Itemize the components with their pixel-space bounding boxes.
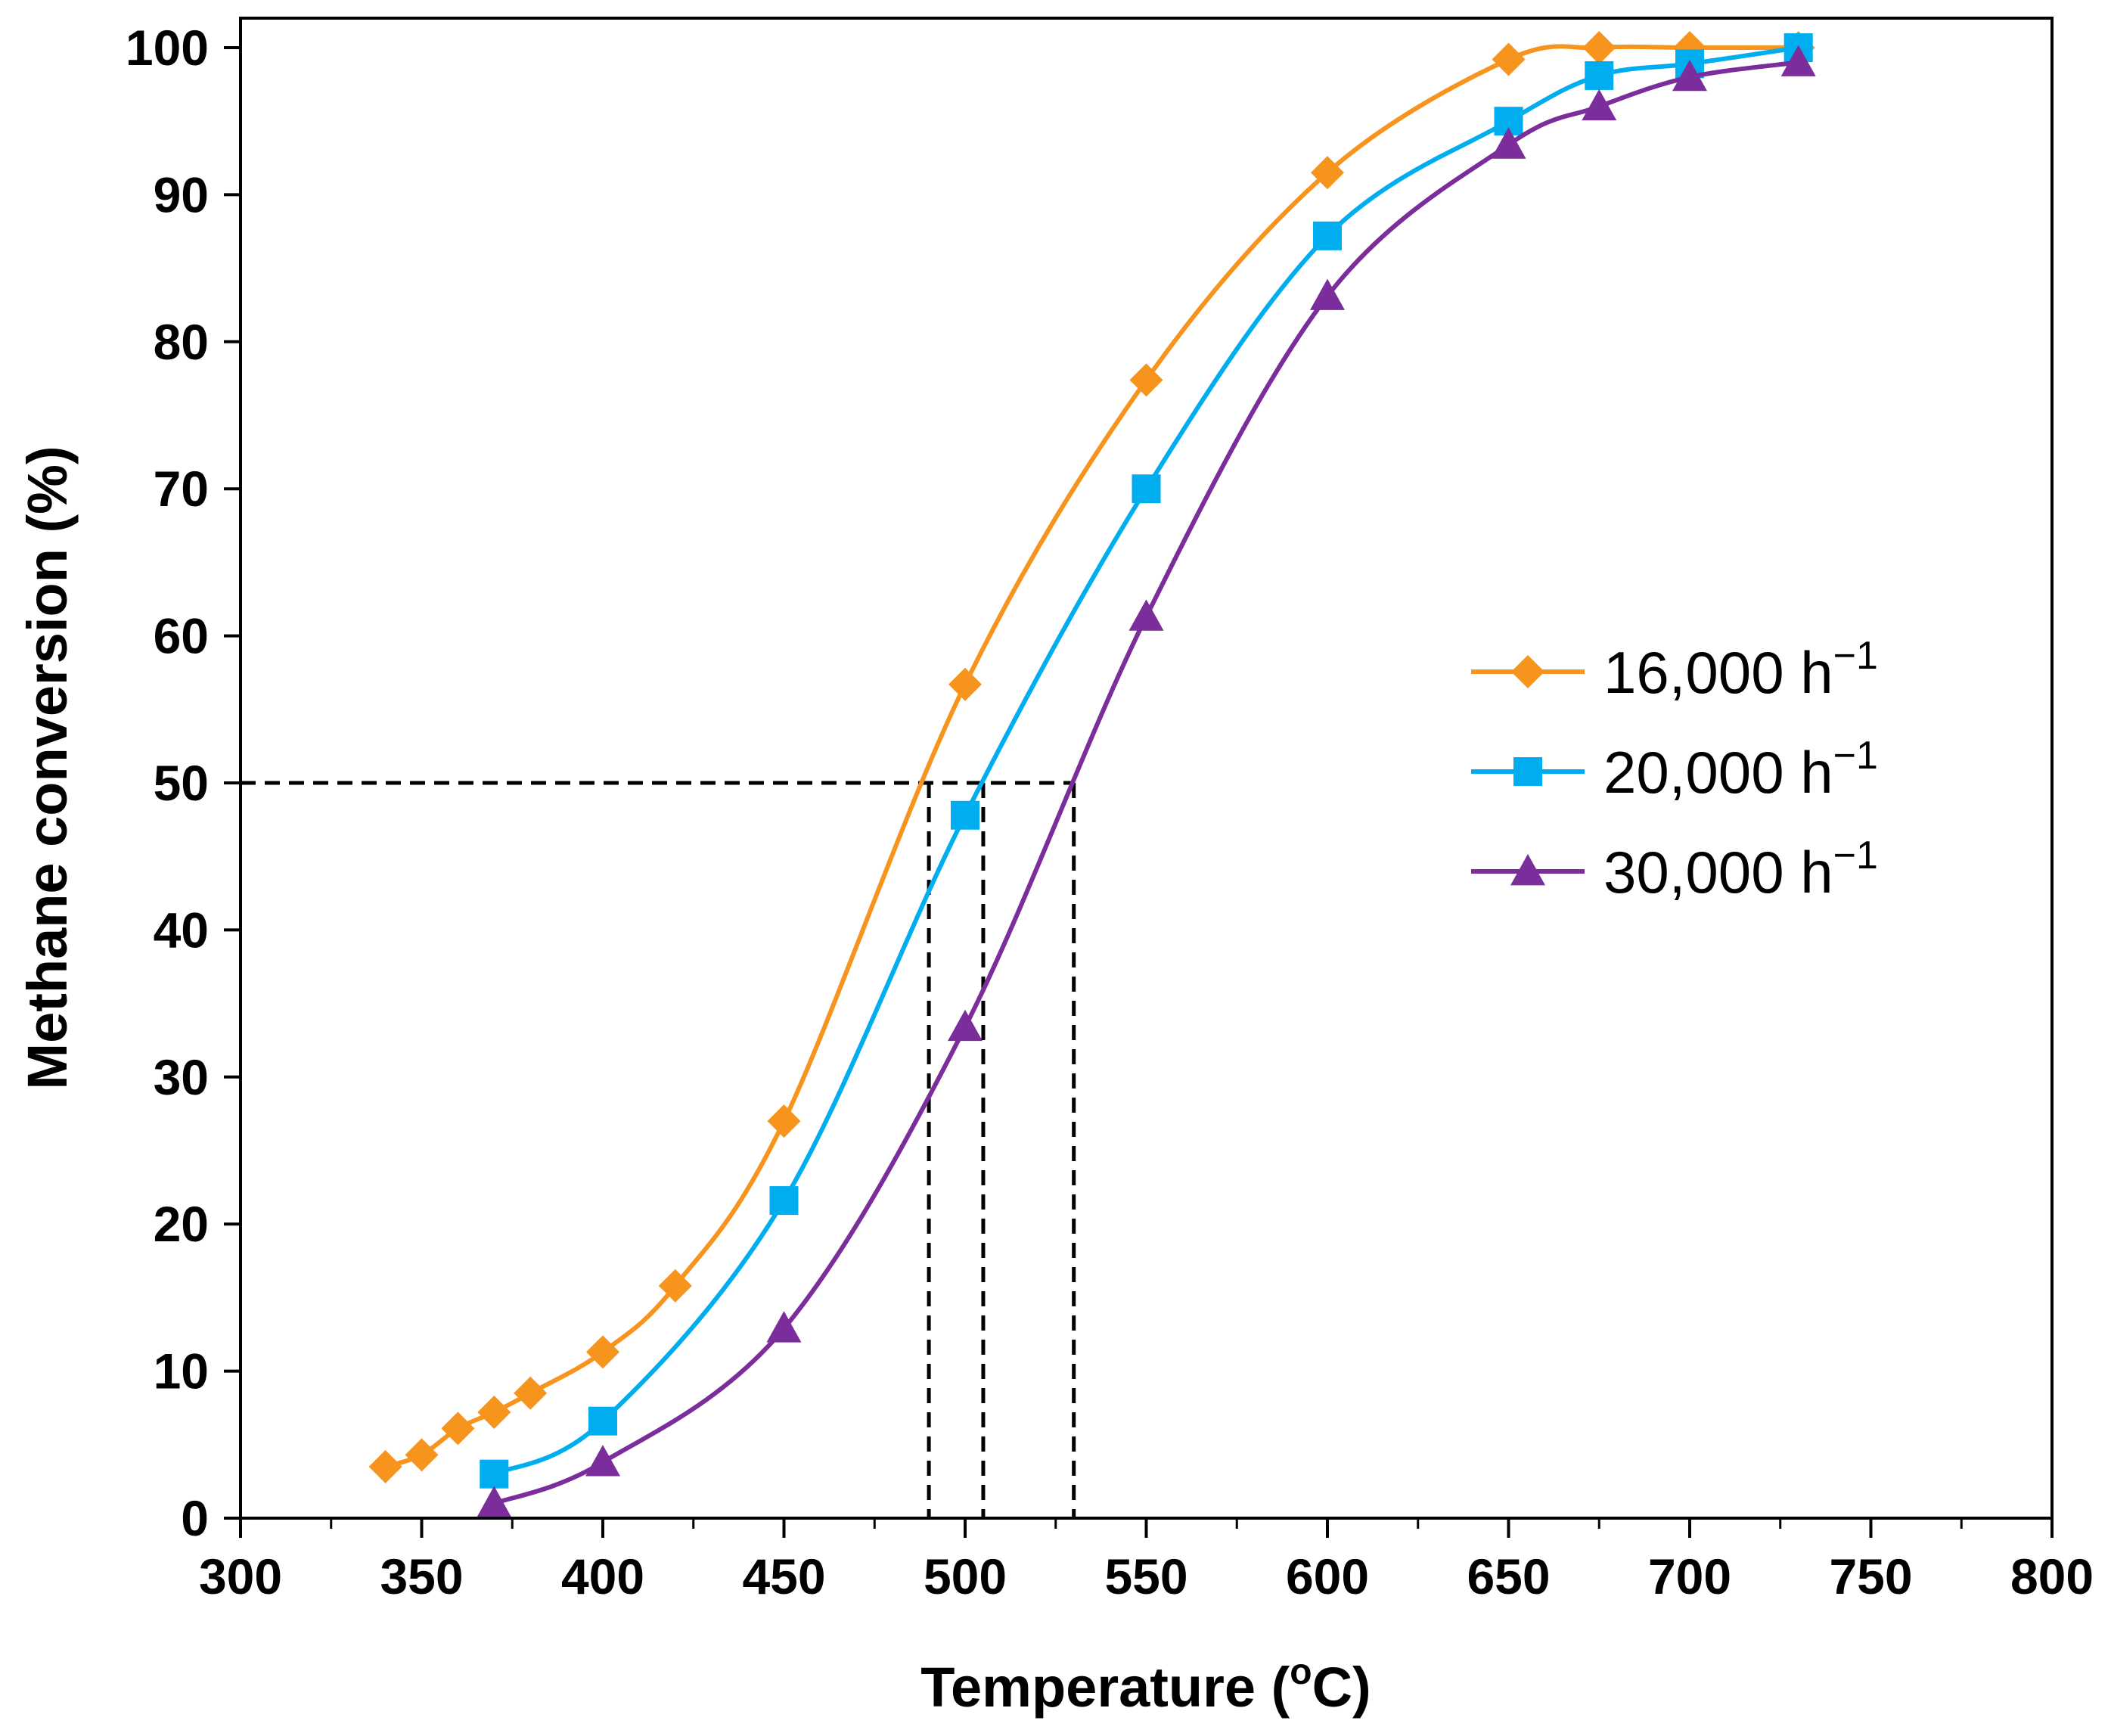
x-axis-ticks: 300 350 400 450 500 550 600 650 700 750 800 bbox=[199, 1518, 2094, 1604]
data-point bbox=[1313, 221, 1342, 250]
t50-reference-lines bbox=[241, 781, 1076, 1518]
data-point bbox=[766, 1311, 802, 1343]
data-point bbox=[1672, 59, 1707, 92]
y-tick-label: 20 bbox=[154, 1196, 209, 1252]
x-axis-title: Temperature (oC) bbox=[920, 1652, 1371, 1719]
series-3 bbox=[477, 45, 1816, 1517]
data-point bbox=[588, 1406, 617, 1436]
x-tick-label: 300 bbox=[199, 1548, 282, 1604]
series-1 bbox=[368, 31, 1815, 1483]
data-point bbox=[1492, 42, 1526, 76]
y-tick-label: 10 bbox=[154, 1343, 209, 1399]
data-point bbox=[769, 1186, 799, 1216]
x-tick-label: 750 bbox=[1829, 1548, 1912, 1604]
x-tick-label: 650 bbox=[1467, 1548, 1550, 1604]
x-tick-label: 450 bbox=[742, 1548, 825, 1604]
y-tick-label: 0 bbox=[181, 1490, 209, 1546]
y-axis-ticks: 0 10 20 30 40 50 60 70 80 90 100 bbox=[126, 20, 241, 1546]
legend-item: 20,000 h−1 bbox=[1471, 734, 1878, 806]
data-point bbox=[405, 1438, 439, 1472]
y-tick-label: 70 bbox=[154, 461, 209, 517]
y-tick-label: 100 bbox=[126, 20, 209, 76]
data-point bbox=[585, 1445, 620, 1477]
data-point bbox=[1582, 31, 1616, 64]
y-axis-title: Methane conversion (%) bbox=[16, 446, 79, 1089]
legend-item: 16,000 h−1 bbox=[1471, 634, 1878, 706]
data-point bbox=[477, 1396, 511, 1430]
legend-marker bbox=[1511, 655, 1544, 688]
data-point bbox=[368, 1449, 402, 1483]
data-point bbox=[767, 1104, 801, 1138]
data-point bbox=[514, 1376, 548, 1410]
data-point bbox=[1310, 278, 1345, 310]
x-tick-label: 350 bbox=[380, 1548, 463, 1604]
legend-label: 16,000 h−1 bbox=[1603, 634, 1878, 706]
x-tick-label: 600 bbox=[1286, 1548, 1369, 1604]
data-point bbox=[1491, 127, 1526, 159]
y-tick-label: 50 bbox=[154, 755, 209, 811]
legend-marker bbox=[1510, 854, 1545, 886]
data-point bbox=[1129, 363, 1163, 397]
data-point bbox=[1128, 599, 1164, 631]
data-point bbox=[948, 1009, 983, 1042]
legend-marker bbox=[1513, 757, 1542, 786]
x-tick-label: 400 bbox=[561, 1548, 644, 1604]
data-point bbox=[1780, 45, 1816, 76]
data-point bbox=[1585, 61, 1614, 90]
legend-label: 30,000 h−1 bbox=[1603, 834, 1878, 905]
data-point bbox=[1311, 156, 1344, 190]
legend-item: 30,000 h−1 bbox=[1471, 834, 1878, 905]
data-point bbox=[477, 1486, 512, 1517]
data-point bbox=[441, 1411, 475, 1446]
y-tick-label: 60 bbox=[154, 608, 209, 664]
x-tick-label: 500 bbox=[924, 1548, 1007, 1604]
y-tick-label: 80 bbox=[154, 314, 209, 370]
series-layer bbox=[368, 31, 1816, 1517]
y-tick-label: 90 bbox=[154, 166, 209, 222]
data-point bbox=[951, 800, 979, 830]
data-point bbox=[658, 1269, 692, 1303]
data-point bbox=[1132, 474, 1161, 504]
data-point bbox=[586, 1335, 619, 1369]
data-point bbox=[948, 667, 982, 701]
y-tick-label: 40 bbox=[154, 902, 209, 958]
data-point bbox=[480, 1459, 509, 1489]
legend-label: 20,000 h−1 bbox=[1603, 734, 1878, 806]
legend: 16,000 h−1 20,000 h−1 30,000 h−1 bbox=[1471, 634, 1878, 905]
x-tick-label: 800 bbox=[2010, 1548, 2094, 1604]
data-point bbox=[1582, 89, 1617, 121]
y-tick-label: 30 bbox=[154, 1049, 209, 1105]
series-line bbox=[384, 44, 1799, 1469]
x-tick-label: 550 bbox=[1104, 1548, 1187, 1604]
x-tick-label: 700 bbox=[1648, 1548, 1731, 1604]
